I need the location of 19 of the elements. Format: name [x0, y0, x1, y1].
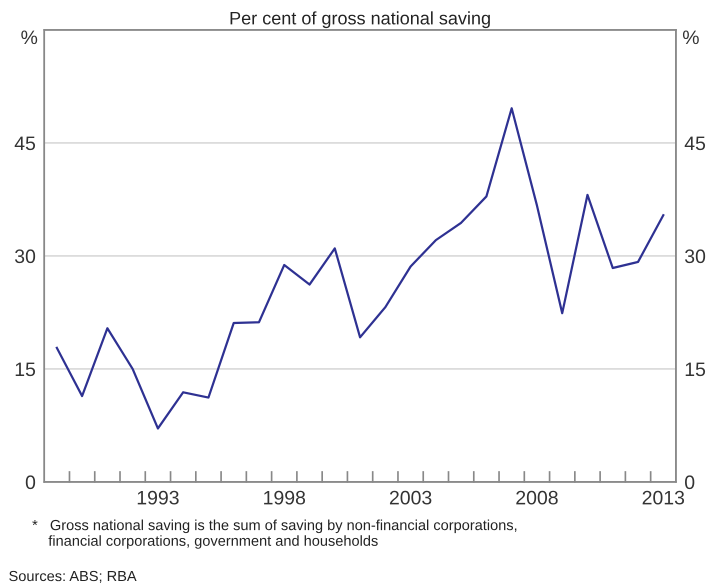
y2-tick-label: 15	[686, 362, 706, 376]
x-tick-label: 1998	[264, 490, 306, 505]
y2-tick-label: 0	[685, 475, 694, 490]
line-series	[56, 107, 664, 430]
y2-tick-label: 45	[684, 136, 706, 150]
y2-tick-label: 30	[685, 249, 706, 264]
text: * Gross national saving is the sum of saving by non-financial corporations, financial corporations, government and households	[32, 519, 516, 549]
x-tick-label: 2003	[390, 490, 432, 505]
y-tick-label: 45	[14, 136, 36, 150]
x-tick-label: 2013	[642, 490, 684, 505]
source-note: Sources: ABS; RBA	[9, 570, 137, 583]
y-tick-label: 30	[14, 249, 36, 264]
chart-title: Per cent of gross national saving	[230, 11, 490, 28]
x-tick-label: 1993	[138, 490, 179, 505]
x-tick-label: 2008	[516, 490, 558, 505]
y-axis-title: %	[21, 30, 38, 44]
y2-axis-title: %	[682, 30, 699, 44]
y-tick-label: 15	[16, 362, 36, 376]
y-tick-label: 0	[26, 475, 36, 490]
